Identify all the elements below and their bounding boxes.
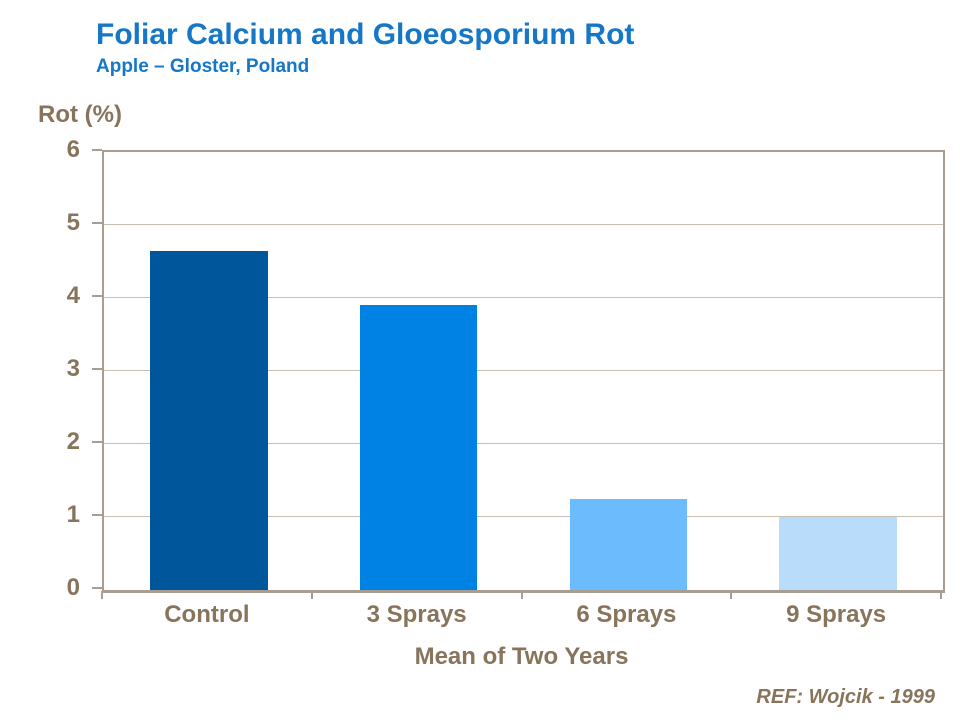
x-label-9-sprays: 9 Sprays [786,601,887,628]
plot-area [102,150,945,593]
gridline-y-1 [104,516,943,517]
chart-title: Foliar Calcium and Gloeosporium Rot [96,18,635,51]
x-tick-mark-1 [310,591,313,599]
x-tick-mark-0 [101,591,103,599]
y-axis-label: Rot (%) [38,101,122,128]
bar-9-sprays [779,517,897,590]
x-label-6-sprays: 6 Sprays [576,601,677,628]
y-tick-mark-2 [92,441,102,443]
reference-text: REF: Wojcik - 1999 [756,686,935,708]
y-tick-mark-4 [92,295,102,297]
x-tick-mark-2 [520,591,523,599]
gridline-y-5 [104,224,943,225]
x-tick-mark-3 [730,591,733,599]
y-tick-label-0: 0 [66,574,80,601]
gridline-y-4 [104,297,943,298]
chart-subtitle: Apple – Gloster, Poland [96,56,310,77]
y-tick-label-3: 3 [66,355,80,382]
y-tick-label-4: 4 [66,282,80,309]
bar-3-sprays [359,305,478,590]
y-tick-mark-5 [92,222,102,224]
y-tick-mark-0 [92,587,102,589]
y-tick-label-6: 6 [66,136,80,163]
y-tick-label-1: 1 [66,501,80,528]
x-label-control: Control [164,601,250,628]
bar-6-sprays [569,498,688,590]
bar-control [150,250,268,590]
x-axis-title: Mean of Two Years [414,643,629,670]
x-label-3-sprays: 3 Sprays [366,601,467,628]
gridline-y-2 [104,443,943,444]
gridline-y-3 [104,370,943,371]
x-tick-mark-4 [940,591,942,599]
y-tick-mark-3 [92,368,102,370]
y-tick-label-2: 2 [66,428,80,455]
y-tick-mark-1 [92,514,102,516]
y-tick-label-5: 5 [66,209,80,236]
y-tick-mark-6 [92,149,102,151]
